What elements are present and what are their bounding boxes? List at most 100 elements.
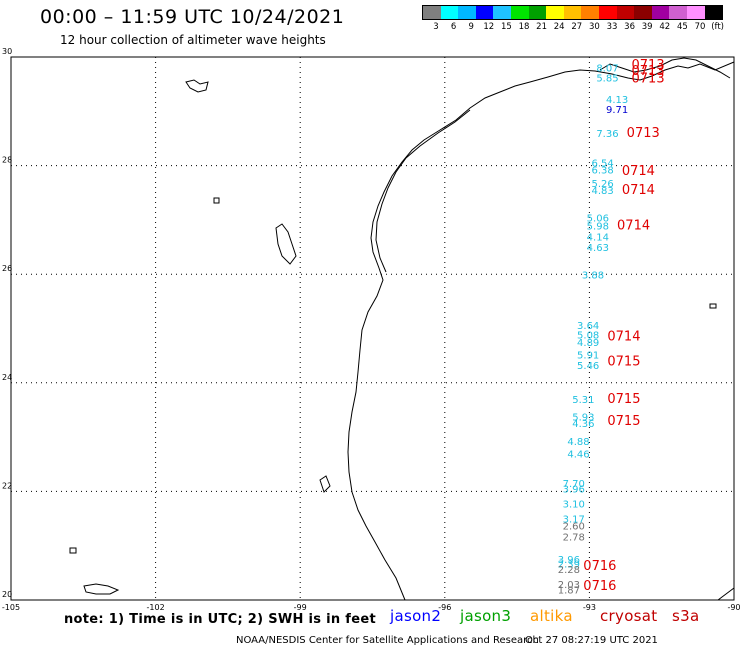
lon-tick-label: -105 <box>2 603 20 612</box>
wave-height-label: 5.46 <box>577 361 599 372</box>
lon-tick-label: -90 <box>727 603 740 612</box>
wave-height-label: 6.54 <box>592 159 614 170</box>
wave-height-label: 5.31 <box>572 395 594 406</box>
lake-outline <box>275 223 297 265</box>
legend-color-bar <box>422 5 724 20</box>
legend-swatch <box>598 6 617 19</box>
legend-swatch <box>581 6 599 19</box>
wave-height-label: 2.39 <box>558 559 580 570</box>
lat-tick-label: 26 <box>2 264 12 273</box>
wave-height-label: 3.64 <box>577 321 599 332</box>
wave-height-label: 5.91 <box>577 350 599 361</box>
wave-height-label: 7.36 <box>596 129 618 140</box>
pass-time-labels: 0713071307130713071407140714071407150715… <box>583 58 664 594</box>
legend-label: 30 <box>588 22 600 32</box>
us-coastline <box>347 61 735 601</box>
legend-label: 9 <box>468 22 474 32</box>
legend-label: 6 <box>450 22 457 32</box>
wave-height-label: 2.78 <box>563 532 585 543</box>
pass-time-label: 0713 <box>627 126 660 141</box>
lat-tick-label: 22 <box>2 481 12 490</box>
pass-time-label: 0715 <box>607 414 640 429</box>
legend-label: 24 <box>553 22 565 32</box>
lat-tick-label: 20 <box>2 590 12 599</box>
lat-tick-label: 24 <box>2 373 12 382</box>
wave-height-label: 4.14 <box>587 233 609 244</box>
legend-swatch <box>651 6 670 19</box>
lake-outline <box>319 475 331 493</box>
pass-time-label: 0715 <box>607 392 640 407</box>
pass-time-label: 0713 <box>632 64 665 79</box>
lat-tick-label: 28 <box>2 156 12 165</box>
wave-height-label: 3.96 <box>563 484 585 495</box>
wave-height-label: 4.13 <box>606 95 628 106</box>
legend-label: 45 <box>676 22 688 32</box>
timestamp-text: Oct 27 08:27:19 UTC 2021 <box>525 635 658 646</box>
wave-height-label: 9.71 <box>606 105 628 116</box>
pass-time-label: 0714 <box>607 329 640 344</box>
wave-height-label: 2.28 <box>558 565 580 576</box>
axis-tick-labels: -105 -102 -99 -96 -93 -90 30 28 26 24 22 20 <box>2 47 740 612</box>
wave-height-label: 3.10 <box>563 500 585 511</box>
legend-swatch <box>704 6 723 19</box>
wave-height-label: 5.98 <box>587 222 609 233</box>
legend-label: 42 <box>659 22 671 32</box>
lake-outline <box>185 79 209 93</box>
legend-swatch <box>475 6 494 19</box>
legend-swatch <box>423 6 441 19</box>
pass-time-label: 0714 <box>622 183 655 198</box>
barrier-island <box>375 109 471 273</box>
wave-height-label: 6.38 <box>592 166 614 177</box>
legend-label: 36 <box>624 22 636 32</box>
satellite-altika: altika <box>530 607 573 625</box>
louisiana-delta <box>599 57 731 79</box>
credit-text: NOAA/NESDIS Center for Satellite Applica… <box>236 635 539 646</box>
lon-tick-label: -99 <box>294 603 307 612</box>
legend-swatch <box>686 6 705 19</box>
coastline <box>69 57 735 601</box>
map-title: 00:00 – 11:59 UTC 10/24/2021 <box>40 6 345 28</box>
wave-height-label: 8.07 <box>596 64 618 75</box>
pass-time-label: 0714 <box>622 164 655 179</box>
pass-time-label: 0716 <box>583 579 616 594</box>
lake-outline <box>69 547 77 554</box>
legend-swatch <box>634 6 652 19</box>
wave-height-label: 4.63 <box>587 243 609 254</box>
legend-label: 12 <box>483 22 495 32</box>
legend-label: 70 <box>694 22 706 32</box>
wave-height-label: 4.83 <box>592 186 614 197</box>
lon-tick-label: -93 <box>583 603 596 612</box>
wave-height-label: 3.17 <box>563 514 585 525</box>
satellite-s3a: s3a <box>672 607 700 625</box>
footer-note: note: 1) Time is in UTC; 2) SWH is in fe… <box>64 612 376 627</box>
color-legend: 3 6 9 12 15 18 21 24 27 30 33 36 39 42 45 70 (ft) <box>422 5 724 32</box>
legend-swatch <box>546 6 564 19</box>
wave-height-label: 3.96 <box>558 555 580 566</box>
wave-height-label: 4.89 <box>577 338 599 349</box>
lon-tick-label: -96 <box>438 603 451 612</box>
wave-height-label: 5.26 <box>592 179 614 190</box>
legend-label: 18 <box>518 22 530 32</box>
legend-label: 15 <box>500 22 512 32</box>
legend-label: 3 <box>433 22 439 32</box>
wave-height-label: 4.88 <box>567 437 589 448</box>
legend-swatch <box>528 6 547 19</box>
satellite-cryosat: cryosat <box>600 607 658 625</box>
lake-outline <box>83 583 120 595</box>
lake-outline <box>213 197 220 204</box>
wave-height-label: 4.46 <box>567 450 589 461</box>
wave-height-label: 5.08 <box>577 330 599 341</box>
legend-swatch <box>616 6 635 19</box>
legend-swatch <box>493 6 511 19</box>
graticule <box>11 57 734 600</box>
map-subtitle: 12 hour collection of altimeter wave hei… <box>60 33 326 47</box>
legend-label: (ft) <box>711 22 724 32</box>
lon-tick-label: -102 <box>147 603 165 612</box>
legend-swatch <box>510 6 529 19</box>
legend-labels: 3 6 9 12 15 18 21 24 27 30 33 36 39 42 45 70 (ft) <box>422 20 724 32</box>
wave-height-label: 2.60 <box>563 521 585 532</box>
satellite-jason2: jason2 <box>390 607 442 625</box>
wave-height-label: 3.88 <box>582 271 604 282</box>
yucatan-coast <box>717 587 735 601</box>
